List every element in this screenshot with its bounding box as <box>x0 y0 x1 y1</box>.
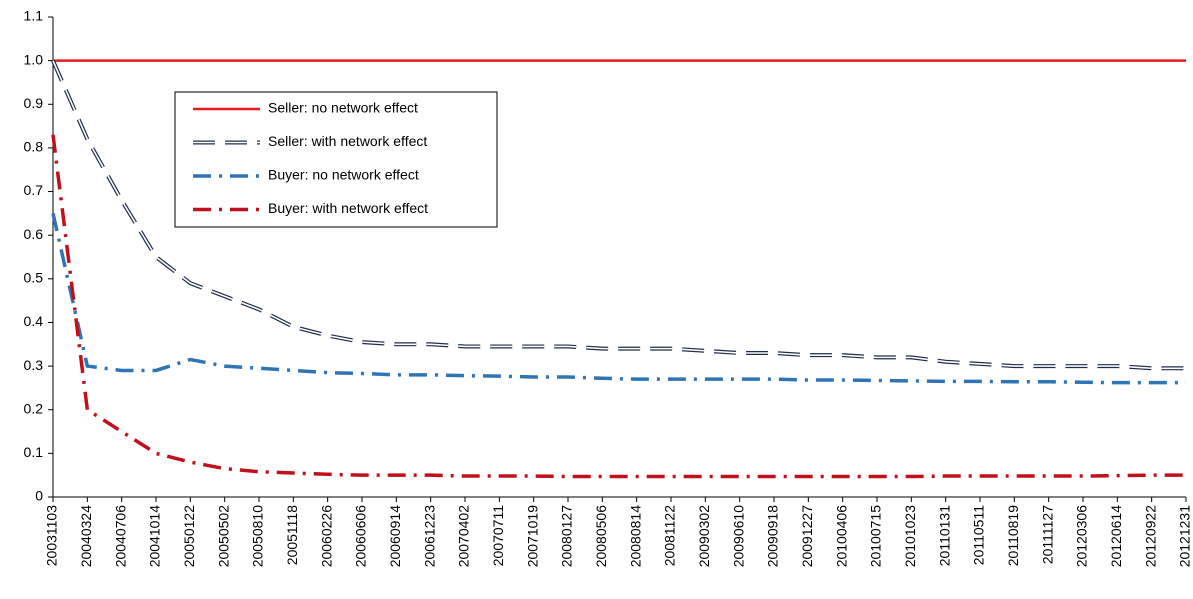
x-tick-label: 20051118 <box>284 505 300 565</box>
x-tick-label: 20060606 <box>353 505 369 568</box>
legend-label: Buyer: with network effect <box>268 200 428 216</box>
legend-label: Buyer: no network effect <box>268 167 419 183</box>
y-tick-label: 0 <box>35 488 43 504</box>
x-tick-label: 20050502 <box>215 505 231 568</box>
x-tick-label: 20100715 <box>868 505 884 568</box>
series <box>51 134 1186 479</box>
x-tick-label: 20040706 <box>112 505 128 568</box>
x-tick-label: 20111127 <box>1039 505 1055 564</box>
series-line-inner <box>52 60 1186 370</box>
x-tick-label: 20120922 <box>1142 505 1158 568</box>
x-tick-label: 20090918 <box>765 505 781 568</box>
x-tick-label: 20060914 <box>387 505 403 568</box>
series <box>51 212 1186 385</box>
x-tick-label: 20070711 <box>490 505 506 566</box>
y-tick-label: 0.8 <box>24 139 44 155</box>
x-tick-label: 20121231 <box>1177 505 1193 568</box>
x-tick-label: 20050122 <box>181 505 197 568</box>
y-tick-label: 0.7 <box>24 182 44 198</box>
x-tick-label: 20080814 <box>627 505 643 568</box>
legend-label: Seller: no network effect <box>268 100 418 116</box>
y-tick-label: 0.2 <box>24 400 44 416</box>
x-tick-label: 20080506 <box>593 505 609 568</box>
x-tick-label: 20110819 <box>1005 505 1021 566</box>
x-tick-label: 20071019 <box>524 505 540 568</box>
x-tick-label: 20081122 <box>662 505 678 566</box>
x-tick-label: 20050810 <box>250 505 266 568</box>
x-tick-label: 20120306 <box>1074 505 1090 568</box>
series <box>51 59 1186 371</box>
y-tick-label: 1.1 <box>24 8 44 24</box>
x-tick-label: 20041014 <box>147 505 163 568</box>
x-tick-label: 20070402 <box>456 505 472 568</box>
x-tick-label: 20060226 <box>318 505 334 568</box>
y-tick-label: 0.5 <box>24 270 44 286</box>
y-tick-label: 0.1 <box>24 444 44 460</box>
y-tick-label: 0.9 <box>24 95 44 111</box>
x-tick-label: 20061223 <box>421 505 437 568</box>
x-tick-label: 20080127 <box>559 505 575 568</box>
x-tick-label: 20100406 <box>833 505 849 568</box>
y-tick-label: 1.0 <box>24 51 44 67</box>
x-tick-label: 20090302 <box>696 505 712 568</box>
x-tick-label: 20110511 <box>971 505 987 565</box>
x-tick-label: 20091227 <box>799 505 815 568</box>
x-tick-label: 20031103 <box>44 505 60 566</box>
series-line <box>51 134 1186 479</box>
legend-box <box>174 91 498 228</box>
series-line <box>51 212 1186 385</box>
legend-label: Seller: with network effect <box>268 133 427 149</box>
x-tick-label: 20120614 <box>1108 505 1124 568</box>
x-tick-label: 20090610 <box>730 505 746 568</box>
x-tick-label: 20110131 <box>936 505 952 566</box>
x-tick-label: 20101023 <box>902 505 918 568</box>
y-tick-label: 0.6 <box>24 226 44 242</box>
y-tick-label: 0.3 <box>24 357 44 373</box>
y-tick-label: 0.4 <box>24 313 44 329</box>
x-tick-label: 20040324 <box>78 505 94 568</box>
